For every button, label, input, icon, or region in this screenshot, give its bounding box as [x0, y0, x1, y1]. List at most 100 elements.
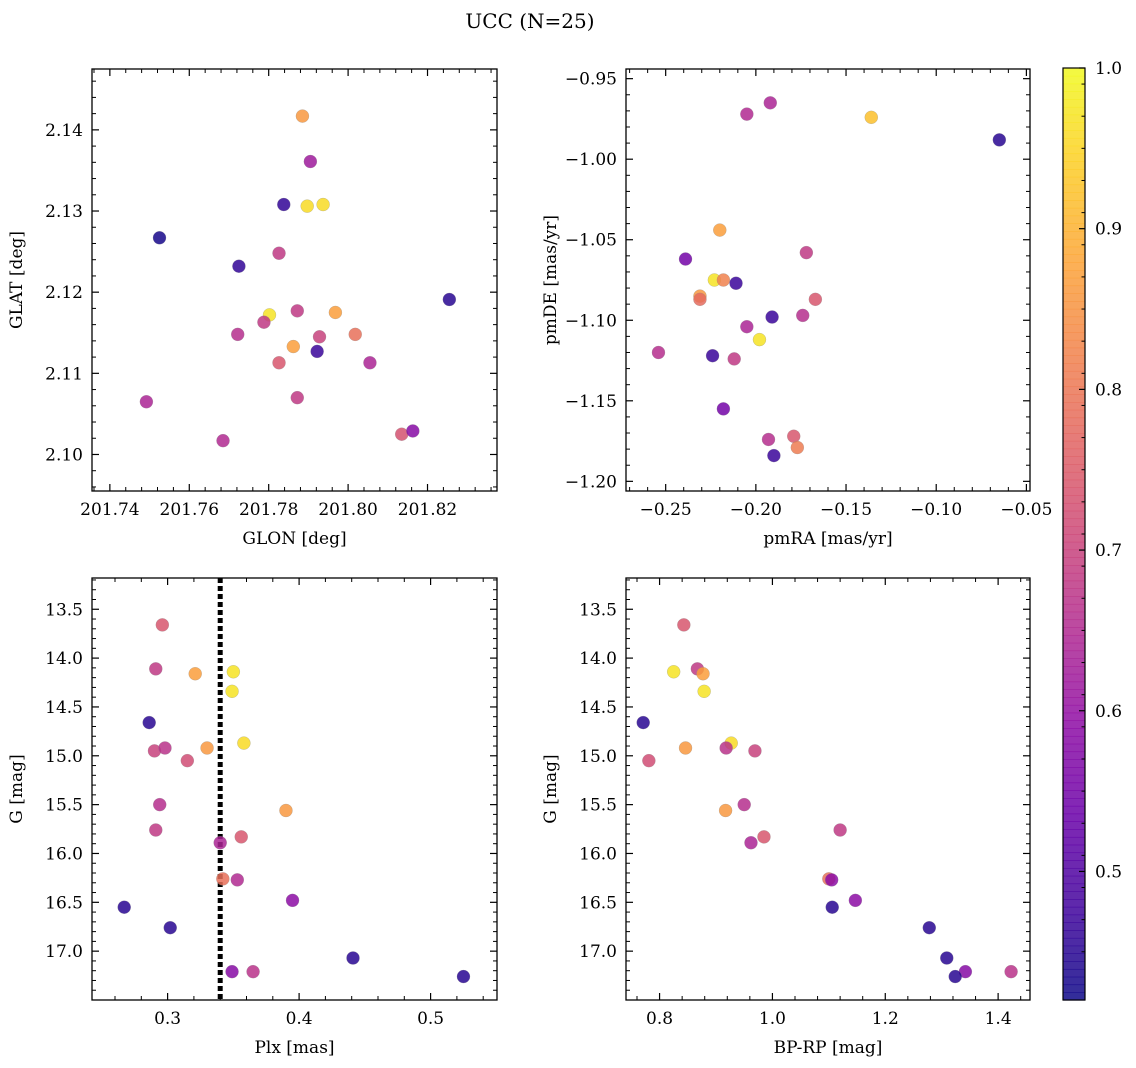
colorbar-segment: [1063, 619, 1085, 628]
scatter-point: [257, 315, 271, 329]
scatter-point: [152, 231, 167, 245]
axes-frame: [91, 68, 498, 492]
colorbar-tick-label: 0.5: [1095, 862, 1122, 882]
colorbar-segment: [1063, 114, 1085, 123]
colorbar-segment: [1063, 712, 1085, 721]
colorbar-segment: [1063, 642, 1085, 652]
colorbar-segment: [1063, 301, 1085, 310]
colorbar-segment: [1063, 285, 1085, 294]
y-axis-label: pmDE [mas/yr]: [541, 215, 561, 345]
scatter-point: [139, 395, 154, 409]
scatter-point: [442, 292, 457, 307]
y-tick-label: 14.5: [45, 698, 83, 718]
y-tick-label: 2.14: [45, 121, 83, 141]
scatter-point: [729, 276, 743, 290]
colorbar-segment: [1063, 611, 1085, 621]
x-tick-label: 0.3: [154, 1009, 181, 1029]
y-tick-label: 14.0: [579, 649, 617, 669]
colorbar-segment: [1063, 580, 1085, 589]
plot-area: [636, 618, 1018, 984]
scatter-point: [312, 330, 327, 344]
scatter-point: [727, 352, 741, 366]
subplot-2: −0.25 −0.20 −0.15 −0.10 −0.05 −1.20 −1.15 −1.10…: [541, 68, 1052, 549]
y-tick-label: −1.15: [565, 392, 617, 412]
y-tick-label: −1.05: [565, 231, 617, 251]
colorbar-segment: [1063, 883, 1085, 892]
scatter-point: [225, 964, 239, 979]
scatter-point: [864, 110, 878, 125]
scatter-point: [180, 753, 195, 768]
colorbar-segment: [1063, 502, 1085, 512]
scatter-point: [696, 667, 710, 681]
colorbar-segment: [1063, 99, 1085, 108]
colorbar-segment: [1063, 596, 1085, 605]
scatter-point: [748, 744, 762, 758]
scatter-point: [713, 223, 727, 237]
colorbar-segment: [1063, 774, 1085, 784]
scatter-point: [286, 339, 301, 354]
scatter-point: [285, 893, 300, 908]
scatter-point: [992, 133, 1007, 147]
colorbar-segment: [1063, 805, 1085, 815]
scatter-point: [328, 305, 343, 320]
x-tick-label: −0.15: [820, 500, 872, 520]
scatter-point: [200, 741, 214, 755]
colorbar-segment: [1063, 262, 1085, 271]
colorbar-segment: [1063, 875, 1085, 885]
colorbar-segment: [1063, 161, 1085, 170]
colorbar-segment: [1063, 471, 1085, 481]
subplot-4: 0.8 1.0 1.2 1.4 13.5 14.0 14.5 15.0 15.5 16.0 16.5…: [541, 577, 1031, 1058]
scatter-point: [234, 830, 248, 844]
colorbar-tick-label: 0.6: [1095, 702, 1122, 722]
y-tick-label: 15.5: [45, 796, 83, 816]
colorbar-segment: [1063, 588, 1085, 597]
scatter-point: [765, 310, 779, 324]
scatter-point: [948, 969, 962, 984]
y-tick-label: 2.12: [45, 283, 83, 303]
scatter-point: [716, 273, 731, 287]
figure-title: UCC (N=25): [465, 9, 594, 33]
colorbar-segment: [1063, 401, 1085, 411]
scatter-point: [678, 741, 693, 755]
colorbar-segment: [1063, 231, 1085, 240]
scatter-point: [406, 424, 420, 438]
colorbar-segment: [1063, 339, 1085, 349]
scatter-point: [678, 252, 693, 266]
colorbar-segment: [1063, 68, 1085, 77]
scatter-point: [158, 741, 172, 755]
colorbar-segment: [1063, 378, 1085, 388]
colorbar-segment: [1063, 891, 1085, 900]
scatter-point: [833, 823, 847, 837]
colorbar-segment: [1063, 130, 1085, 139]
x-tick-label: 0.5: [417, 1009, 444, 1029]
axis-ticks: [92, 69, 497, 491]
scatter-point: [705, 349, 720, 363]
axis-ticks: [92, 578, 497, 1001]
colorbar-segment: [1063, 930, 1085, 939]
colorbar-segment: [1063, 852, 1085, 861]
colorbar-segment: [1063, 207, 1085, 217]
scatter-point: [456, 969, 471, 984]
scatter-point: [825, 900, 839, 914]
colorbar-segment: [1063, 658, 1085, 667]
colorbar-segment: [1063, 937, 1085, 947]
colorbar-segment: [1063, 821, 1085, 830]
axes-frame: [91, 577, 498, 1001]
x-axis-label: Plx [mas]: [254, 1038, 334, 1058]
y-axis-label: G [mag]: [7, 754, 27, 823]
subplot-grid: 201.74 201.76 201.78 201.80 201.82 2.10 2.11 2.…: [7, 68, 1052, 1058]
scatter-point: [761, 432, 776, 447]
colorbar-segment: [1063, 697, 1085, 706]
x-axis-label: pmRA [mas/yr]: [763, 529, 892, 549]
x-axis-label: BP-RP [mag]: [774, 1038, 883, 1058]
colorbar-segment: [1063, 417, 1085, 426]
scatter-point: [163, 921, 177, 935]
colorbar-segment: [1063, 223, 1085, 232]
y-tick-label: 2.13: [45, 202, 83, 222]
x-tick-label: −0.20: [730, 500, 782, 520]
x-tick-label: 201.82: [398, 500, 457, 520]
colorbar-segment: [1063, 526, 1085, 535]
colorbar-segment: [1063, 627, 1085, 636]
colorbar-segment: [1063, 137, 1085, 147]
scatter-point: [940, 951, 954, 965]
